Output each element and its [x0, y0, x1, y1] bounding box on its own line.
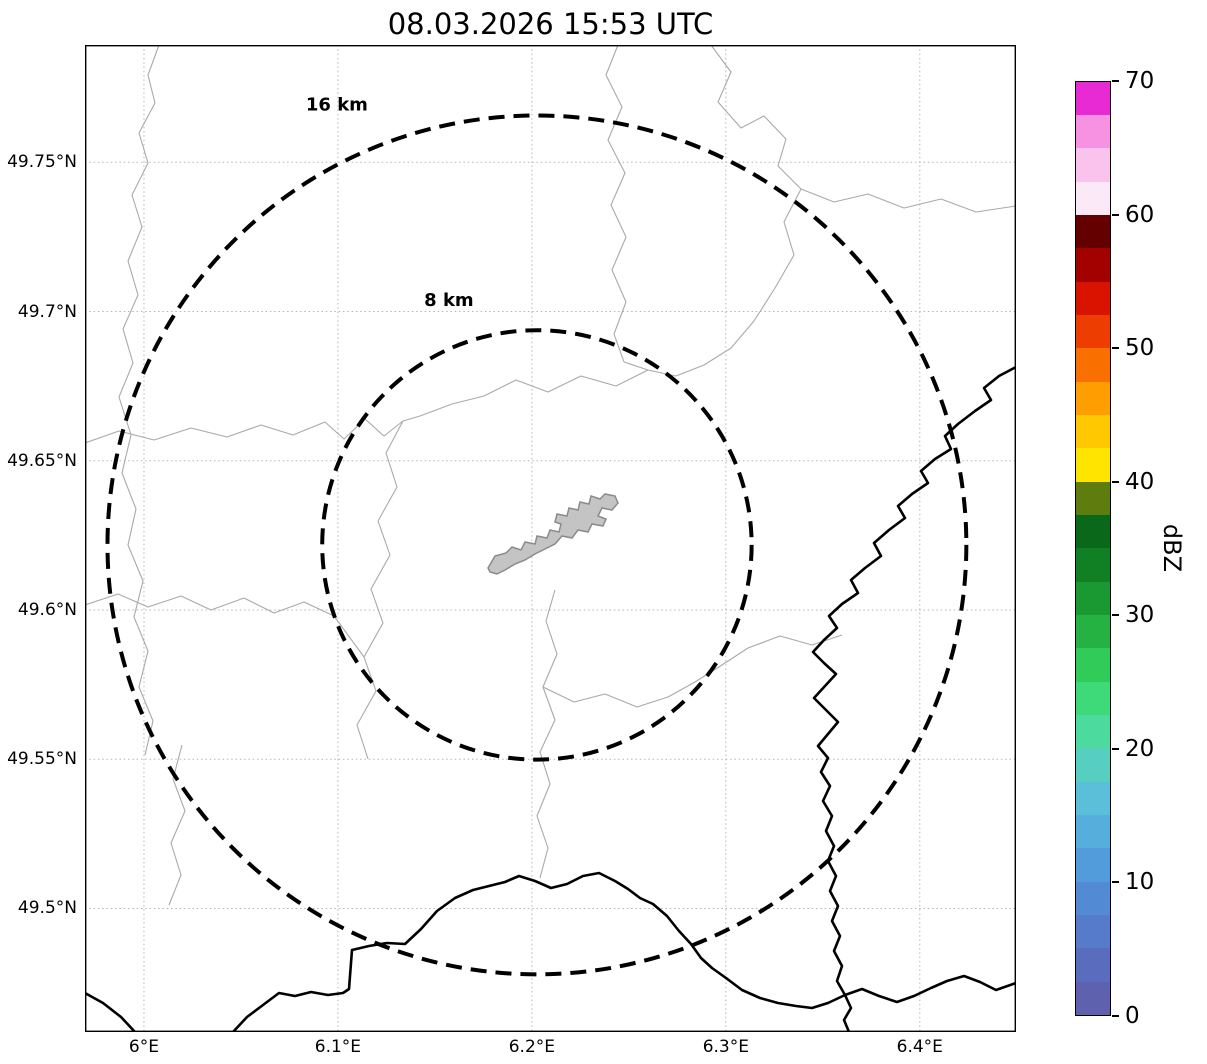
- colorbar-segment: [1076, 215, 1110, 249]
- range-ring-8km: [320, 328, 754, 762]
- admin-boundary: [536, 589, 558, 879]
- colorbar-segment: [1076, 815, 1110, 849]
- y-tick-label: 49.6°N: [17, 599, 77, 620]
- map-frame: [85, 45, 1016, 1032]
- colorbar-tick-mark: [1112, 213, 1119, 216]
- colorbar-tick-mark: [1112, 347, 1119, 350]
- colorbar-segment: [1076, 515, 1110, 549]
- range-ring-label: 16 km: [306, 94, 368, 115]
- colorbar-segment: [1076, 448, 1110, 482]
- colorbar-tick-mark: [1112, 881, 1119, 884]
- range-ring-labels-layer: 8 km 16 km: [306, 94, 474, 311]
- x-tick-label: 6.4°E: [896, 1037, 943, 1057]
- admin-boundary: [85, 593, 365, 658]
- country-border-southwest: [85, 991, 137, 1032]
- colorbar-segment: [1076, 748, 1110, 782]
- colorbar-segment: [1076, 615, 1110, 649]
- range-ring-16km: [105, 113, 969, 977]
- airport-outline: [487, 493, 619, 575]
- colorbar-segment: [1076, 281, 1110, 316]
- x-tick-label: 6°E: [128, 1037, 159, 1057]
- country-border-east: [843, 974, 1016, 1004]
- y-tick-label: 49.55°N: [7, 749, 77, 770]
- colorbar-segment: [1076, 81, 1110, 116]
- y-tick-label: 49.5°N: [17, 898, 77, 919]
- colorbar-tick-label: 10: [1125, 869, 1155, 896]
- colorbar-segment: [1076, 348, 1110, 382]
- colorbar-segment: [1076, 148, 1110, 182]
- colorbar-tick-label: 20: [1125, 735, 1155, 762]
- colorbar-segment: [1076, 381, 1110, 416]
- colorbar-unit-label: dBZ: [1158, 523, 1186, 573]
- colorbar-segment: [1076, 648, 1110, 682]
- colorbar-tick-label: 40: [1125, 468, 1155, 495]
- colorbar-segment: [1076, 248, 1110, 282]
- colorbar-segment: [1076, 481, 1110, 516]
- colorbar-tick-label: 50: [1125, 335, 1155, 362]
- radar-map: 8 km 16 km: [85, 45, 1016, 1032]
- country-border-south: [231, 871, 847, 1032]
- colorbar-tick-mark: [1112, 80, 1119, 82]
- colorbar-tick-mark: [1112, 747, 1119, 750]
- colorbar-tick-mark: [1112, 480, 1119, 483]
- range-rings-layer: [105, 113, 969, 977]
- colorbar-tick-mark: [1112, 614, 1119, 617]
- range-ring-label: 8 km: [424, 290, 474, 311]
- colorbar-tick-label: 0: [1125, 1003, 1140, 1029]
- admin-boundary: [118, 45, 160, 756]
- country-border-tripoint-south: [842, 993, 853, 1032]
- y-tick-label: 49.75°N: [7, 152, 77, 173]
- x-tick-label: 6.2°E: [508, 1037, 556, 1057]
- colorbar-segment: [1076, 581, 1110, 616]
- admin-boundary: [747, 634, 843, 649]
- colorbar-segment: [1076, 981, 1110, 1015]
- colorbar-segment: [1076, 681, 1110, 716]
- admin-boundaries-layer: [85, 45, 1016, 906]
- colorbar-tick-label: 70: [1125, 68, 1155, 94]
- colorbar-segment: [1076, 115, 1110, 149]
- colorbar-tick-mark: [1112, 1015, 1119, 1017]
- x-tick-label: 6.3°E: [702, 1037, 749, 1057]
- colorbar: [1075, 81, 1111, 1016]
- colorbar-segment: [1076, 181, 1110, 216]
- colorbar-segment: [1076, 715, 1110, 749]
- colorbar-segment: [1076, 415, 1110, 449]
- y-tick-label: 49.7°N: [17, 301, 77, 322]
- admin-boundary: [356, 420, 404, 760]
- colorbar-segment: [1076, 915, 1110, 949]
- colorbar-segment: [1076, 548, 1110, 582]
- admin-boundary: [623, 188, 802, 377]
- admin-boundary: [710, 45, 1016, 213]
- country-border-river: [811, 365, 1016, 997]
- admin-boundary: [605, 45, 627, 363]
- admin-boundary: [402, 369, 649, 422]
- plot-title: 08.03.2026 15:53 UTC: [387, 7, 714, 41]
- colorbar-segment: [1076, 781, 1110, 816]
- colorbar-tick-label: 30: [1125, 602, 1155, 629]
- admin-boundary: [85, 418, 404, 444]
- colorbar-segment: [1076, 881, 1110, 916]
- colorbar-tick-label: 60: [1125, 201, 1155, 228]
- colorbar-segment: [1076, 848, 1110, 882]
- y-tick-label: 49.65°N: [7, 450, 77, 471]
- grid-layer: [85, 45, 1016, 1032]
- admin-boundary: [542, 647, 749, 708]
- colorbar-segment: [1076, 948, 1110, 982]
- colorbar-segment: [1076, 315, 1110, 349]
- x-tick-label: 6.1°E: [314, 1037, 362, 1057]
- country-borders-layer: [85, 365, 1016, 1032]
